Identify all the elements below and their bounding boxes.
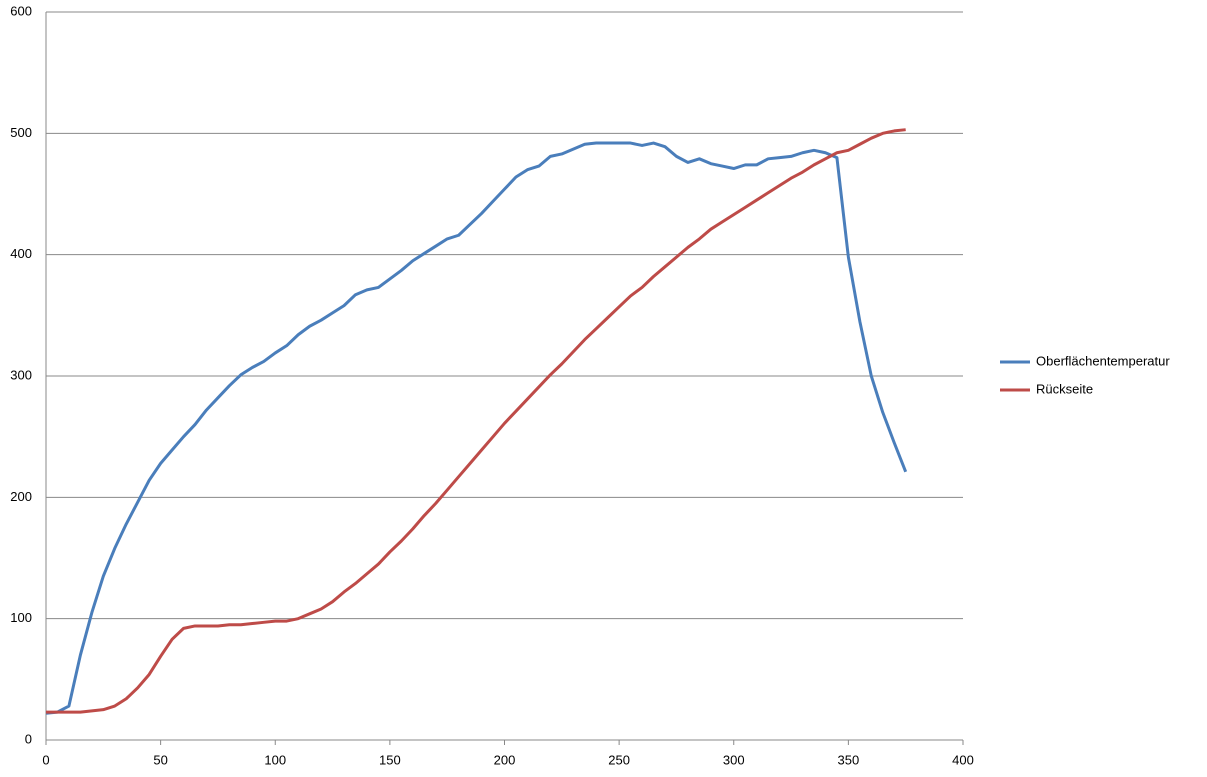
y-tick-label: 600	[10, 3, 32, 18]
x-tick-label: 350	[838, 752, 860, 767]
y-tick-label: 0	[25, 731, 32, 746]
x-tick-label: 250	[608, 752, 630, 767]
y-tick-label: 100	[10, 610, 32, 625]
x-tick-label: 400	[952, 752, 974, 767]
x-tick-label: 50	[153, 752, 167, 767]
y-tick-label: 300	[10, 367, 32, 382]
legend-label: Rückseite	[1036, 381, 1093, 396]
series-line	[46, 128, 906, 714]
x-tick-label: 150	[379, 752, 401, 767]
series-line	[45, 141, 908, 715]
y-tick-label: 200	[10, 489, 32, 504]
x-tick-label: 100	[264, 752, 286, 767]
x-tick-label: 300	[723, 752, 745, 767]
legend-label: Oberflächentemperatur	[1036, 353, 1170, 368]
x-tick-label: 200	[494, 752, 516, 767]
x-tick-label: 0	[42, 752, 49, 767]
y-tick-label: 400	[10, 246, 32, 261]
y-tick-label: 500	[10, 125, 32, 140]
